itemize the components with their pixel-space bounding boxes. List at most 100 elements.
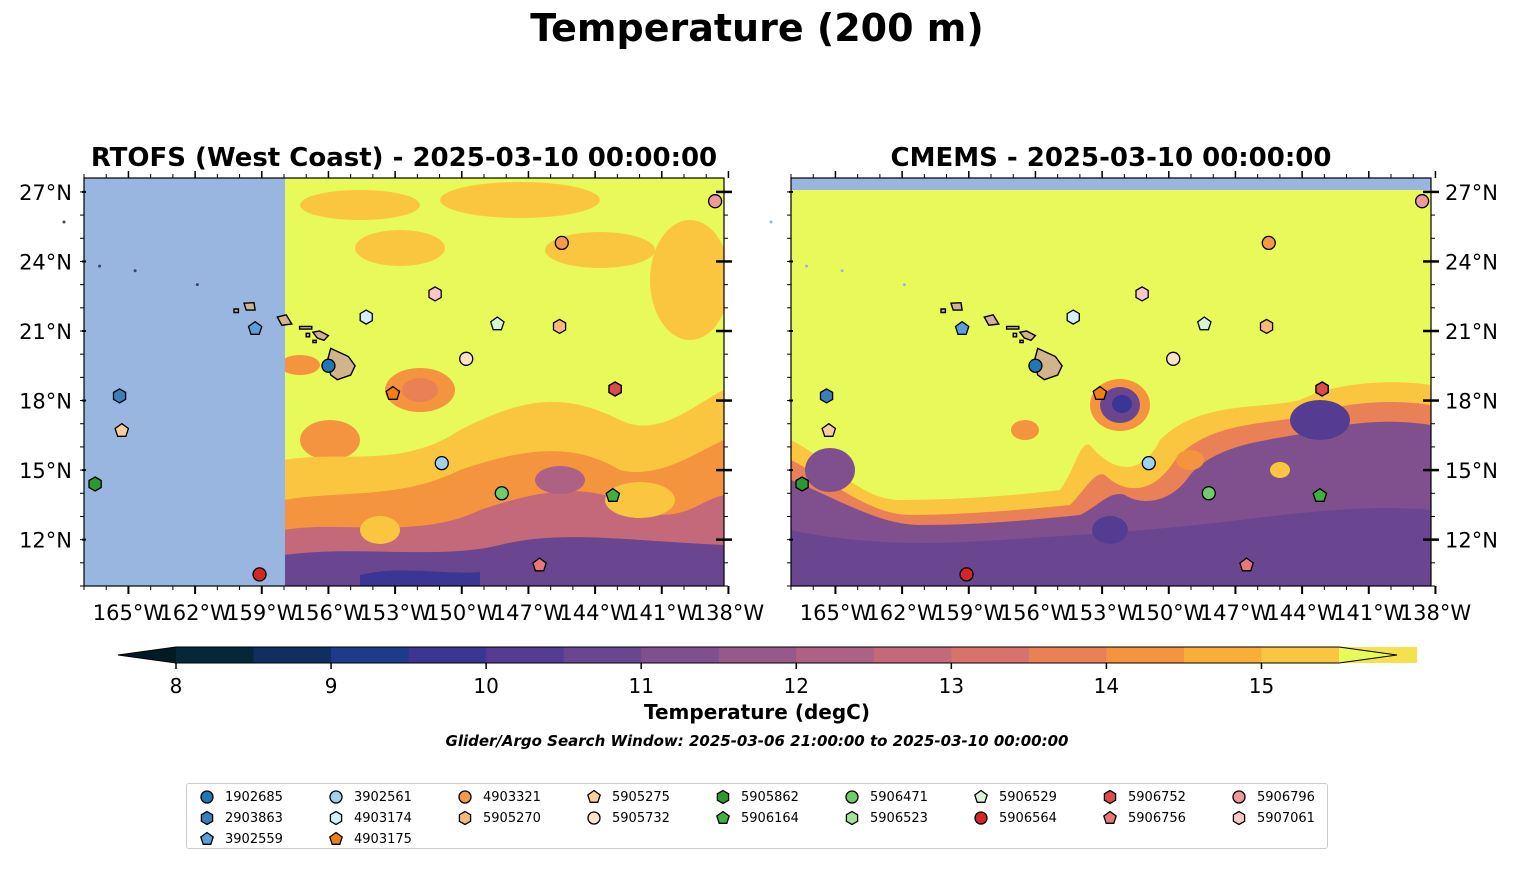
legend-label: 3902559 [225, 831, 283, 847]
island-molokai [1005, 325, 1020, 330]
legend-item-4903321[interactable]: 4903321 [457, 787, 541, 807]
right-map-panel [769, 177, 1432, 587]
float-marker-4903174[interactable] [1066, 309, 1080, 325]
legend-item-4903175[interactable]: 4903175 [328, 829, 412, 849]
legend-item-5907061[interactable]: 5907061 [1231, 808, 1315, 828]
float-marker-5906471[interactable] [1201, 486, 1216, 501]
float-marker-5906564[interactable] [252, 567, 267, 582]
colorbar-segment [408, 647, 487, 663]
legend-item-5905862[interactable]: 5905862 [715, 787, 799, 807]
legend-item-1902685[interactable]: 1902685 [199, 787, 283, 807]
right-temperature-field [791, 379, 1431, 586]
map-axes: 165°W162°W159°W156°W153°W150°W147°W144°W… [19, 171, 1498, 625]
atoll-dot [805, 264, 809, 268]
float-marker-5906529[interactable] [489, 316, 505, 331]
colorbar-segment [486, 647, 565, 663]
float-marker-5905275[interactable] [821, 422, 837, 437]
colorbar-tick-label: 14 [1094, 674, 1119, 698]
float-marker-4903175[interactable] [1092, 385, 1108, 400]
legend-item-5906564[interactable]: 5906564 [973, 808, 1057, 828]
float-marker-2903863[interactable] [819, 388, 834, 404]
island-lanai [305, 332, 311, 338]
island-niihau [940, 308, 947, 314]
x-tick-label: 138°W [1400, 601, 1472, 625]
float-marker-5906564[interactable] [959, 567, 974, 582]
float-marker-3902559[interactable] [954, 320, 970, 335]
legend-item-5906523[interactable]: 5906523 [844, 808, 928, 828]
float-marker-4903174[interactable] [359, 309, 373, 325]
legend-item-3902559[interactable]: 3902559 [199, 829, 283, 849]
float-marker-5906756[interactable] [532, 557, 547, 572]
legend-item-2903863[interactable]: 2903863 [199, 808, 283, 828]
x-tick-label: 165°W [93, 601, 165, 625]
float-marker-5905270[interactable] [552, 318, 567, 335]
right-hawaiian-islands [769, 220, 1063, 381]
search-window-text: Glider/Argo Search Window: 2025-03-06 21… [445, 732, 1069, 750]
float-marker-4903321[interactable] [1261, 235, 1276, 251]
float-marker-5905732[interactable] [459, 351, 474, 366]
legend-label: 5906752 [1128, 789, 1186, 805]
float-marker-5907061[interactable] [1135, 286, 1149, 302]
x-tick-label: 162°W [866, 601, 938, 625]
float-marker-1902685[interactable] [321, 358, 336, 373]
float-marker-5906796[interactable] [707, 194, 723, 209]
colorbar-segment [563, 647, 642, 663]
colorbar-segment [873, 647, 952, 663]
float-marker-4903321[interactable] [554, 235, 569, 251]
colorbar-tick-label: 13 [939, 674, 964, 698]
colorbar-segment [951, 647, 1030, 663]
legend-label: 5906529 [999, 789, 1057, 805]
figure-title: Temperature (200 m) [530, 6, 984, 50]
float-marker-5906471[interactable] [494, 486, 509, 501]
legend-item-5905275[interactable]: 5905275 [586, 787, 670, 807]
x-tick-label: 141°W [1333, 601, 1405, 625]
legend-item-5906796[interactable]: 5906796 [1231, 787, 1315, 807]
float-marker-3902561[interactable] [434, 455, 449, 471]
float-marker-5905862[interactable] [88, 476, 102, 492]
legend-label: 5907061 [1257, 810, 1315, 826]
y-tick-label: 27°N [1445, 181, 1498, 205]
float-marker-3902561[interactable] [1141, 455, 1156, 471]
legend-marker-icon [716, 810, 730, 824]
float-marker-5906752[interactable] [1315, 381, 1329, 397]
float-marker-5905275[interactable] [114, 422, 130, 437]
legend-item-5905732[interactable]: 5905732 [586, 808, 670, 828]
atoll-dot [98, 264, 102, 268]
legend-item-5905270[interactable]: 5905270 [457, 808, 541, 828]
float-marker-4903175[interactable] [385, 385, 401, 400]
x-tick-label: 138°W [693, 601, 765, 625]
float-marker-5906529[interactable] [1196, 316, 1212, 331]
legend-item-5906529[interactable]: 5906529 [973, 787, 1057, 807]
colorbar-label: Temperature (degC) [644, 700, 870, 724]
legend-marker-icon [458, 790, 472, 804]
legend-label: 5905862 [741, 789, 799, 805]
float-marker-5906164[interactable] [1312, 487, 1328, 502]
legend-item-5906752[interactable]: 5906752 [1102, 787, 1186, 807]
colorbar-segment [1183, 647, 1262, 663]
legend-item-4903174[interactable]: 4903174 [328, 808, 412, 828]
legend-item-5906164[interactable]: 5906164 [715, 808, 799, 828]
legend-marker-icon [974, 789, 988, 803]
x-tick-label: 156°W [1000, 601, 1072, 625]
atoll-dot [769, 220, 773, 224]
float-marker-5906164[interactable] [605, 487, 621, 502]
float-marker-5905862[interactable] [795, 476, 809, 492]
float-marker-5906796[interactable] [1414, 194, 1430, 209]
legend-marker-icon [200, 831, 214, 845]
float-marker-5907061[interactable] [428, 286, 442, 302]
float-marker-3902559[interactable] [247, 320, 263, 335]
float-marker-5905270[interactable] [1259, 318, 1274, 335]
float-marker-2903863[interactable] [112, 388, 127, 404]
legend-item-5906756[interactable]: 5906756 [1102, 808, 1186, 828]
colorbar-segment [641, 647, 720, 663]
legend-marker-icon [974, 811, 988, 825]
float-marker-1902685[interactable] [1028, 358, 1043, 373]
legend-item-3902561[interactable]: 3902561 [328, 787, 412, 807]
float-marker-5906756[interactable] [1239, 557, 1254, 572]
x-tick-label: 159°W [933, 601, 1005, 625]
float-marker-5906752[interactable] [608, 381, 622, 397]
island-kauai [243, 301, 256, 311]
float-marker-5905732[interactable] [1166, 351, 1181, 366]
legend-marker-icon [329, 790, 343, 804]
legend-item-5906471[interactable]: 5906471 [844, 787, 928, 807]
